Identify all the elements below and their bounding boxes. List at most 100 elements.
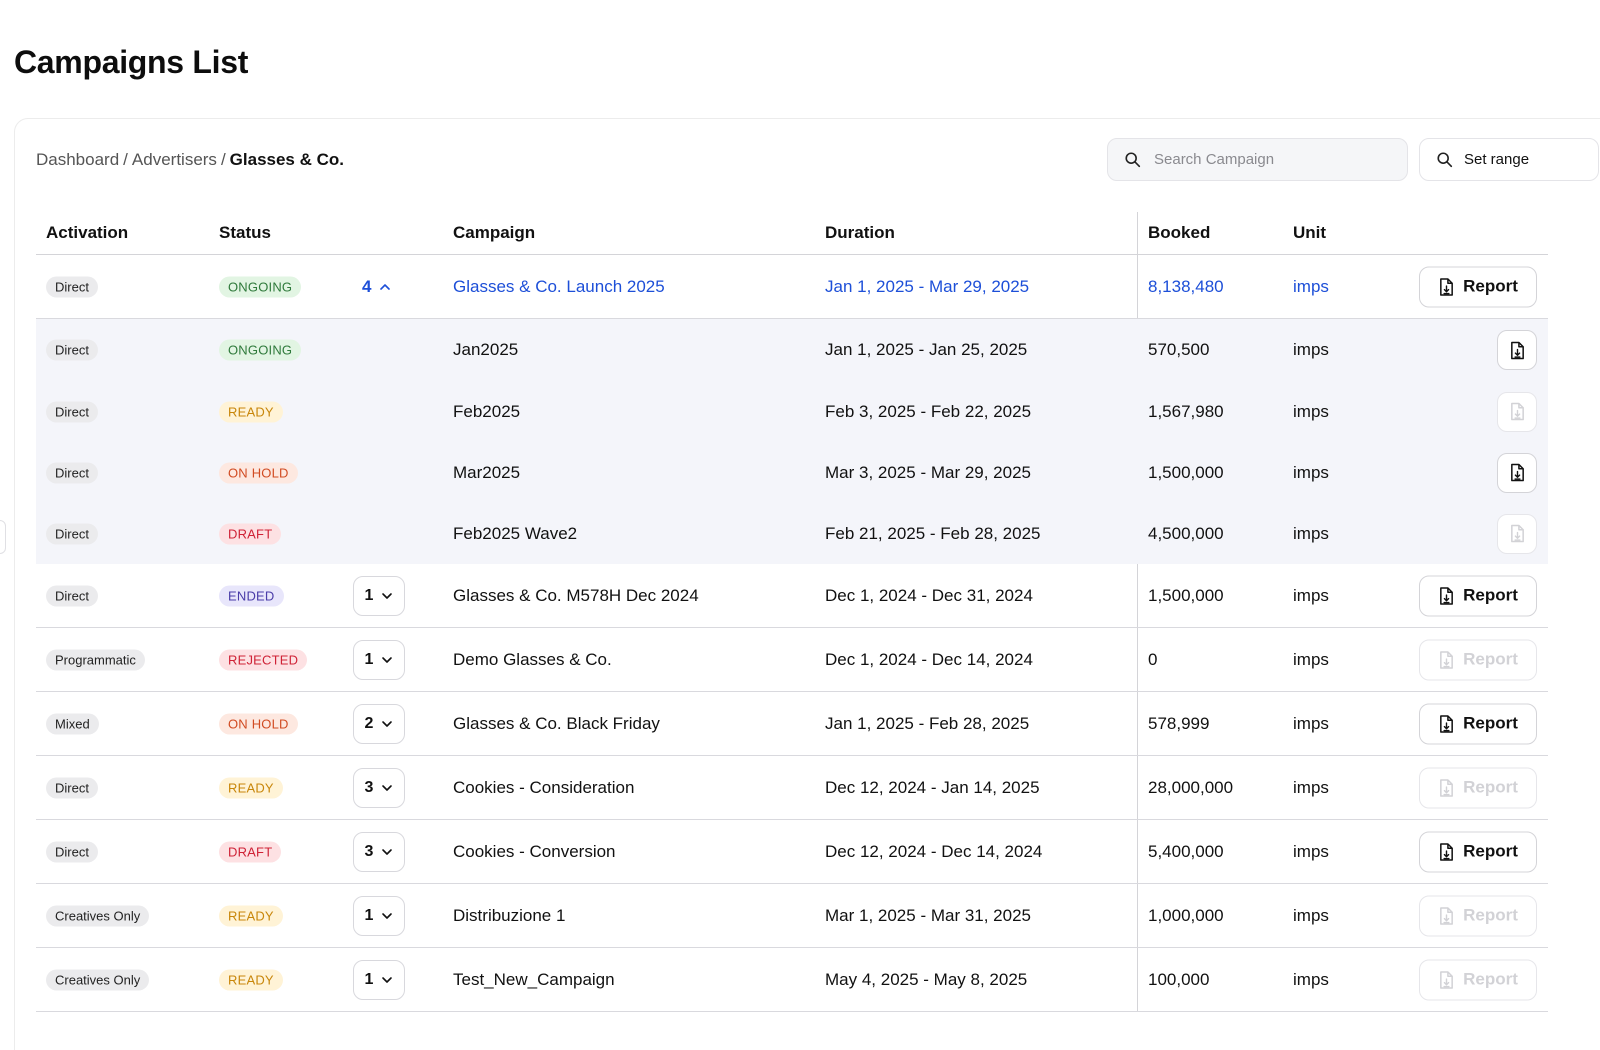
sub-campaign-row[interactable]: Direct ONGOING Jan2025 Jan 1, 2025 - Jan 25… (36, 319, 1548, 381)
status-badge: DRAFT (219, 841, 282, 862)
booked-cell: 1,000,000 (1148, 905, 1224, 925)
status-badge: READY (219, 905, 283, 926)
download-report-button[interactable] (1497, 391, 1537, 432)
chevron-down-icon (382, 912, 393, 919)
expand-toggle[interactable]: 1 (353, 639, 405, 680)
activation-badge: Direct (46, 339, 98, 361)
campaign-name[interactable]: Feb2025 Wave2 (453, 523, 578, 543)
campaign-name[interactable]: Test_New_Campaign (453, 969, 615, 989)
activation-badge: Direct (46, 276, 98, 297)
breadcrumb-advertisers[interactable]: Advertisers (131, 150, 217, 169)
column-header-status[interactable]: Status (219, 223, 271, 242)
file-download-icon (1440, 970, 1454, 989)
expand-toggle[interactable]: 4 (362, 277, 391, 297)
campaign-name[interactable]: Demo Glasses & Co. (453, 649, 612, 669)
table-row[interactable]: Creatives Only READY 1 Distribuzione 1 Mar 1… (36, 884, 1548, 948)
booked-cell: 4,500,000 (1148, 523, 1224, 543)
expand-toggle[interactable]: 1 (353, 895, 405, 936)
column-header-activation[interactable]: Activation (46, 223, 129, 242)
campaign-name[interactable]: Cookies - Consideration (453, 777, 635, 797)
expand-toggle[interactable]: 1 (353, 959, 405, 1000)
table-row[interactable]: Direct ENDED 1 Glasses & Co. M578H Dec 2024… (36, 564, 1548, 628)
unit-cell: imps (1293, 713, 1329, 733)
table-row[interactable]: Direct ONGOING 4 Glasses & Co. Launch 2025 J… (36, 255, 1548, 319)
booked-cell: 578,999 (1148, 713, 1210, 733)
activation-badge: Direct (46, 462, 98, 483)
campaign-name[interactable]: Glasses & Co. M578H Dec 2024 (453, 585, 699, 605)
chevron-down-icon (382, 720, 393, 727)
status-cell: READY (219, 401, 283, 422)
column-header-booked[interactable]: Booked (1148, 223, 1211, 242)
column-header-duration[interactable]: Duration (825, 223, 895, 242)
sub-campaign-count: 1 (364, 906, 374, 924)
campaign-name[interactable]: Distribuzione 1 (453, 905, 566, 925)
booked-cell: 100,000 (1148, 969, 1210, 989)
activation-cell: Creatives Only (46, 969, 150, 990)
status-cell: ON HOLD (219, 462, 298, 483)
activation-cell: Direct (46, 462, 98, 483)
column-header-campaign[interactable]: Campaign (453, 223, 536, 242)
search-input[interactable] (1154, 151, 1394, 168)
table-row[interactable]: Creatives Only READY 1 Test_New_Campaign May… (36, 948, 1548, 1012)
report-button[interactable]: Report (1419, 895, 1537, 936)
report-label: Report (1463, 969, 1518, 989)
status-cell: DRAFT (219, 523, 282, 544)
report-button[interactable]: Report (1419, 767, 1537, 808)
download-report-button[interactable] (1497, 513, 1537, 554)
duration-cell: Jan 1, 2025 - Jan 25, 2025 (825, 340, 1028, 359)
column-header-unit[interactable]: Unit (1293, 223, 1327, 242)
campaign-name[interactable]: Glasses & Co. Launch 2025 (453, 276, 665, 296)
status-badge: REJECTED (219, 649, 308, 670)
file-download-icon (1440, 778, 1454, 797)
set-range-label: Set range (1464, 151, 1530, 168)
report-label: Report (1463, 585, 1518, 605)
file-download-icon (1510, 524, 1524, 543)
sub-campaign-row[interactable]: Direct ON HOLD Mar2025 Mar 3, 2025 - Mar 29… (36, 442, 1548, 503)
campaign-name[interactable]: Feb2025 (453, 401, 521, 421)
activation-badge: Direct (46, 777, 98, 798)
download-report-button[interactable] (1497, 452, 1537, 493)
chevron-up-icon (380, 283, 391, 290)
booked-cell: 570,500 (1148, 340, 1210, 359)
sub-campaign-row[interactable]: Direct DRAFT Feb2025 Wave2 Feb 21, 2025 - F… (36, 503, 1548, 564)
chevron-down-icon (382, 656, 393, 663)
chevron-down-icon (382, 848, 393, 855)
set-range-button[interactable]: Set range (1419, 138, 1599, 181)
report-button[interactable]: Report (1419, 575, 1537, 616)
campaign-name[interactable]: Mar2025 (453, 462, 521, 482)
campaign-name[interactable]: Glasses & Co. Black Friday (453, 713, 660, 733)
expand-toggle[interactable]: 1 (353, 575, 405, 616)
report-label: Report (1463, 276, 1518, 296)
status-badge: READY (219, 969, 283, 990)
expand-toggle[interactable]: 3 (353, 831, 405, 872)
file-download-icon (1440, 842, 1454, 861)
duration-cell: Dec 1, 2024 - Dec 31, 2024 (825, 585, 1033, 605)
booked-cell: 0 (1148, 649, 1158, 669)
report-button[interactable]: Report (1419, 266, 1537, 307)
download-report-button[interactable] (1497, 330, 1537, 370)
sidebar-collapse-handle[interactable] (0, 520, 6, 554)
table-row[interactable]: Programmatic REJECTED 1 Demo Glasses & Co. D… (36, 628, 1548, 692)
campaign-name[interactable]: Jan2025 (453, 340, 519, 359)
activation-badge: Direct (46, 585, 98, 606)
duration-cell: Mar 3, 2025 - Mar 29, 2025 (825, 462, 1032, 482)
table-row[interactable]: Direct DRAFT 3 Cookies - Conversion Dec 12, … (36, 820, 1548, 884)
chevron-down-icon (382, 592, 393, 599)
search-campaign-box[interactable] (1107, 138, 1408, 181)
chevron-down-icon (382, 976, 393, 983)
activation-badge: Direct (46, 841, 98, 862)
report-button[interactable]: Report (1419, 831, 1537, 872)
campaign-name[interactable]: Cookies - Conversion (453, 841, 616, 861)
report-button[interactable]: Report (1419, 639, 1537, 680)
sub-campaign-count: 1 (364, 970, 374, 988)
table-row[interactable]: Direct READY 3 Cookies - Consideration Dec 1… (36, 756, 1548, 820)
sub-campaign-row[interactable]: Direct READY Feb2025 Feb 3, 2025 - Feb 22, … (36, 381, 1548, 442)
status-cell: DRAFT (219, 841, 282, 862)
breadcrumb-dashboard[interactable]: Dashboard (36, 150, 120, 169)
expand-toggle[interactable]: 3 (353, 767, 405, 808)
table-row[interactable]: Mixed ON HOLD 2 Glasses & Co. Black Friday J… (36, 692, 1548, 756)
activation-cell: Direct (46, 777, 98, 798)
report-button[interactable]: Report (1419, 703, 1537, 744)
report-button[interactable]: Report (1419, 959, 1537, 1000)
expand-toggle[interactable]: 2 (353, 703, 405, 744)
